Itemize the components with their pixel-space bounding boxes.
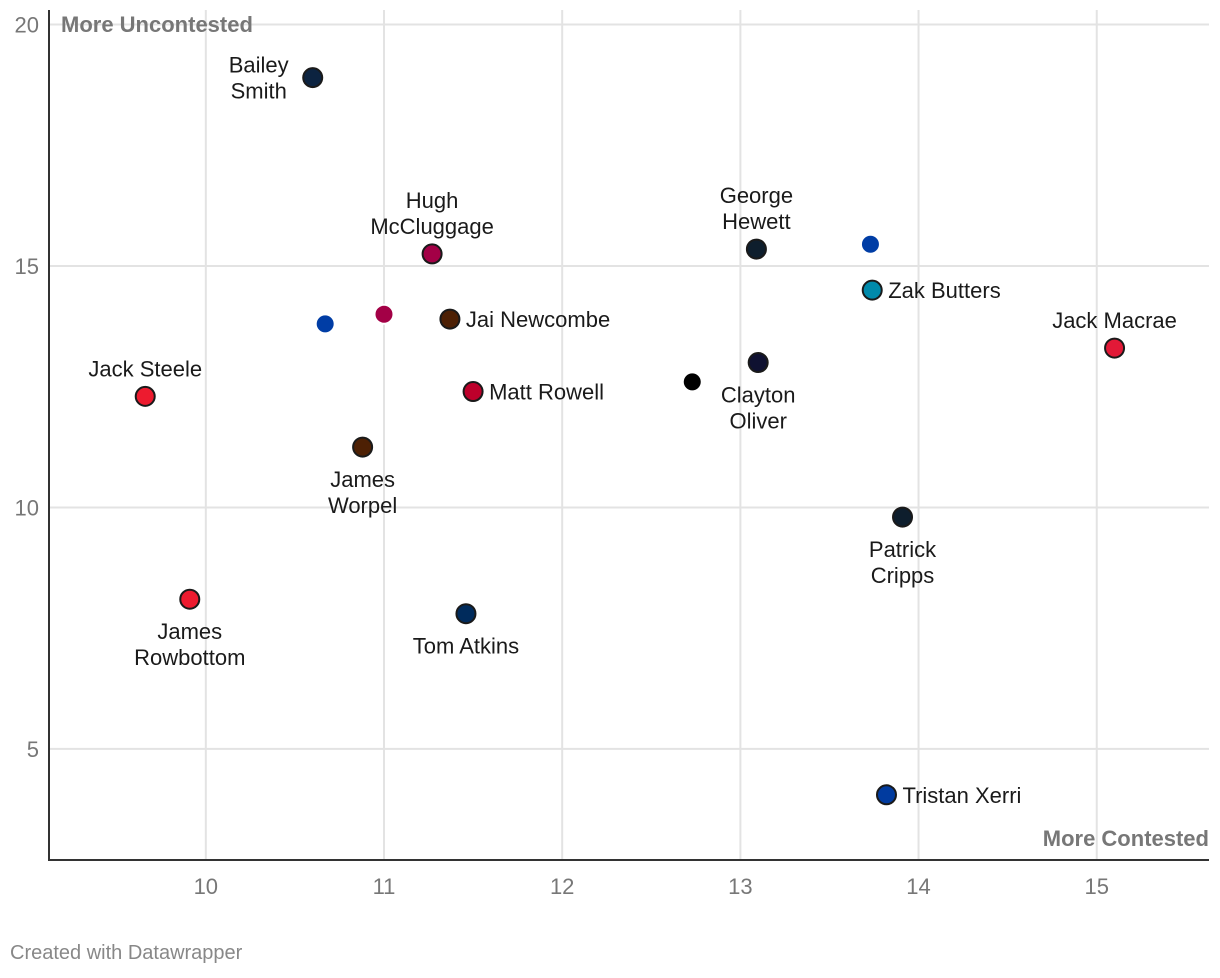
data-point: [681, 371, 703, 393]
point-label: Clayton: [721, 383, 796, 408]
data-points: [134, 67, 1126, 806]
data-point: [455, 603, 477, 625]
data-point: [462, 381, 484, 403]
tick-labels: 10 11 12 13 14 15 5 10 15 20: [15, 12, 1109, 899]
data-point: [179, 588, 201, 610]
point-label: Bailey: [229, 53, 289, 78]
y-tick-label: 5: [27, 737, 39, 762]
point-label: McCluggage: [370, 214, 494, 239]
data-point: [439, 308, 461, 330]
x-tick-label: 15: [1084, 874, 1108, 899]
point-label: Jack Steele: [88, 356, 202, 381]
y-tick-label: 20: [15, 12, 39, 37]
point-label: Rowbottom: [134, 645, 245, 670]
data-point: [861, 279, 883, 301]
data-point: [302, 67, 324, 89]
data-point: [314, 313, 336, 335]
point-label: Hugh: [406, 188, 459, 213]
annotation-more-contested: More Contested: [1043, 826, 1209, 851]
data-point: [859, 233, 881, 255]
annotation-more-uncontested: More Uncontested: [61, 12, 253, 37]
point-label: Smith: [231, 79, 287, 104]
data-point: [892, 506, 914, 528]
x-tick-label: 11: [373, 874, 396, 899]
point-label: James: [330, 467, 395, 492]
point-label: Matt Rowell: [489, 380, 604, 405]
data-point: [747, 352, 769, 374]
grid: [49, 10, 1209, 860]
point-label: James: [157, 619, 222, 644]
point-label: Cripps: [871, 563, 935, 588]
x-tick-label: 14: [906, 874, 930, 899]
point-label: Oliver: [729, 409, 786, 434]
data-point: [1104, 337, 1126, 359]
data-point: [745, 238, 767, 260]
point-label: Jack Macrae: [1052, 308, 1177, 333]
x-tick-label: 10: [194, 874, 218, 899]
x-tick-label: 13: [728, 874, 752, 899]
data-point: [373, 303, 395, 325]
data-point: [352, 436, 374, 458]
point-label: Jai Newcombe: [466, 307, 610, 332]
y-tick-label: 15: [15, 254, 39, 279]
credit-text: Created with Datawrapper: [10, 942, 243, 964]
axes: [48, 10, 1209, 861]
point-label: Worpel: [328, 493, 397, 518]
point-label: Hewett: [722, 209, 790, 234]
point-label: Zak Butters: [888, 278, 1000, 303]
point-label: Tristan Xerri: [902, 783, 1021, 808]
point-label: Tom Atkins: [413, 634, 519, 659]
data-point: [134, 385, 156, 407]
y-tick-label: 10: [15, 495, 39, 520]
point-label: George: [720, 183, 793, 208]
x-tick-label: 12: [550, 874, 574, 899]
data-point: [875, 784, 897, 806]
data-point: [421, 243, 443, 265]
scatter-chart: 10 11 12 13 14 15 5 10 15 20 More Uncontested Mor…: [15, 10, 1209, 899]
point-label: Patrick: [869, 537, 937, 562]
